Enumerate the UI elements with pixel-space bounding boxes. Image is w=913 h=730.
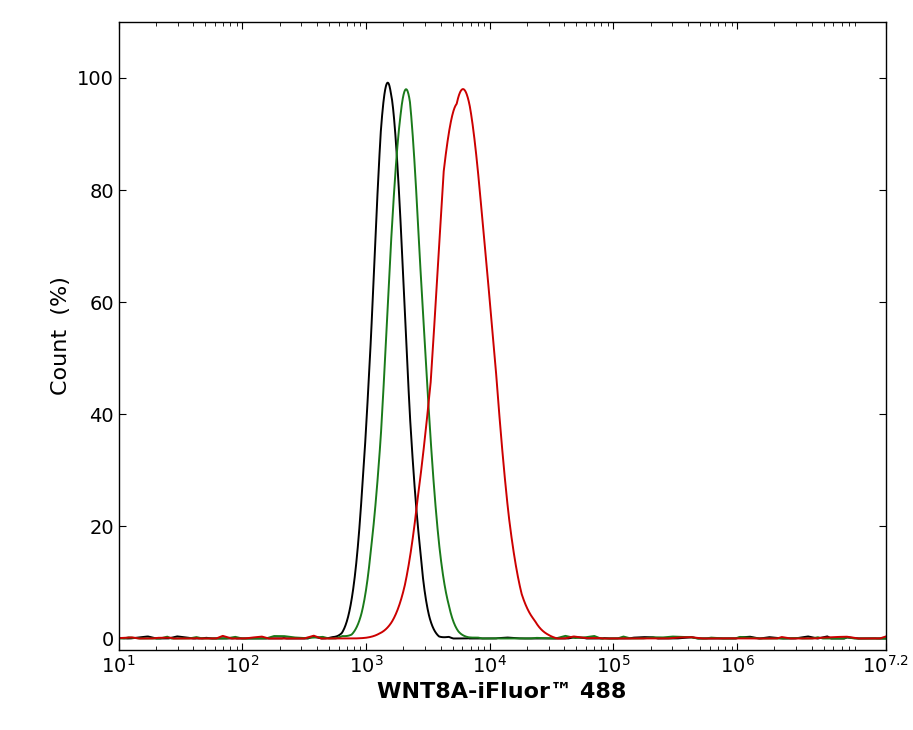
X-axis label: WNT8A-iFluor™ 488: WNT8A-iFluor™ 488 bbox=[377, 682, 627, 702]
Y-axis label: Count  (%): Count (%) bbox=[51, 277, 71, 395]
